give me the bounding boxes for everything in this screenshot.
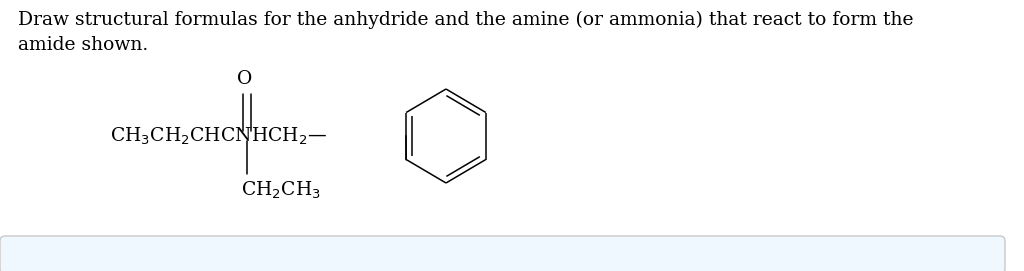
Text: CH$_2$CH$_3$: CH$_2$CH$_3$ — [241, 180, 321, 201]
Text: O: O — [238, 70, 253, 88]
Text: amide shown.: amide shown. — [18, 36, 148, 54]
Text: CH$_3$CH$_2$CHCNHCH$_2$—: CH$_3$CH$_2$CHCNHCH$_2$— — [110, 125, 327, 147]
FancyBboxPatch shape — [0, 236, 1005, 271]
Text: Draw structural formulas for the anhydride and the amine (or ammonia) that react: Draw structural formulas for the anhydri… — [18, 11, 913, 29]
